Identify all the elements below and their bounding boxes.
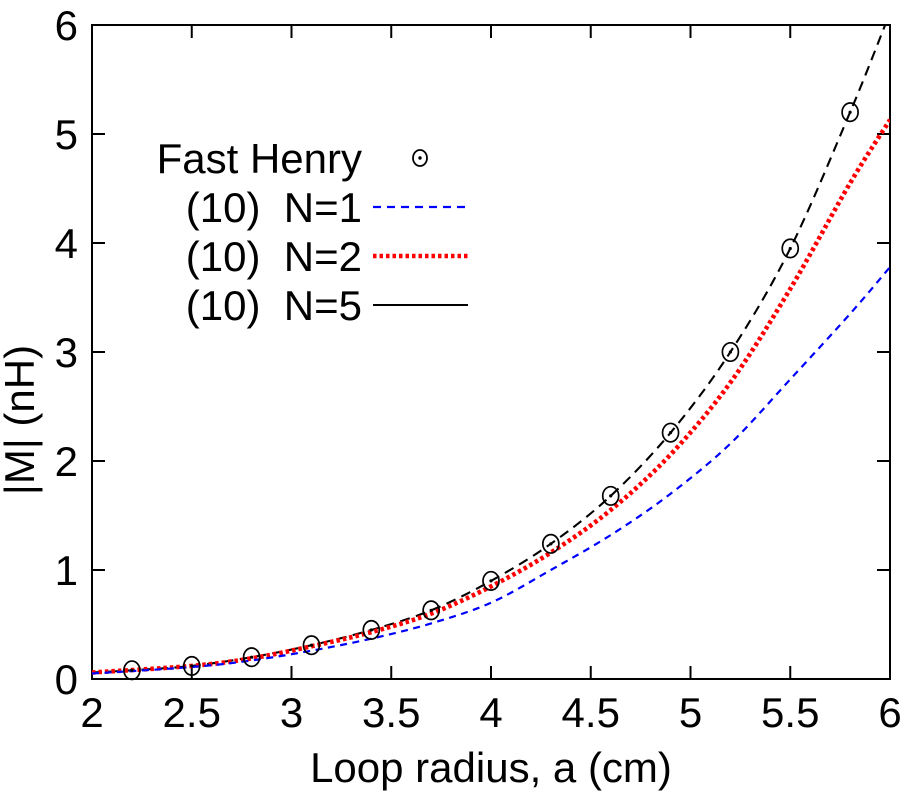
- fast-henry-point: [123, 660, 141, 681]
- x-tick-label: 4: [479, 689, 502, 736]
- fast-henry-point-center-dot: [429, 608, 433, 612]
- legend-circle-marker-icon: [412, 149, 428, 167]
- fast-henry-point: [721, 341, 740, 363]
- y-tick-labels: 0 1 2 3 4 5 6: [55, 2, 78, 703]
- curve-n5: [92, 25, 887, 674]
- y-tick-label: 3: [55, 329, 78, 376]
- x-tick-label: 6: [878, 689, 900, 736]
- fast-henry-point-center-dot: [788, 246, 792, 251]
- legend-circle-center-dot-icon: [418, 156, 422, 160]
- fast-henry-point: [541, 533, 560, 554]
- y-tick-label: 5: [55, 111, 78, 158]
- fast-henry-point-center-dot: [668, 431, 673, 435]
- axis-ticks: [91, 24, 891, 680]
- x-axis-title: Loop radius, a (cm): [310, 744, 672, 791]
- fast-henry-point-center-dot: [190, 664, 194, 668]
- y-tick-label: 4: [55, 220, 78, 267]
- curve-n2: [92, 118, 890, 675]
- legend-entry-n1: (10) N=1: [186, 184, 468, 231]
- fast-henry-point-center-dot: [369, 628, 373, 632]
- legend: Fast Henry (10) N=1 (10) N=2 (10) N=5: [157, 135, 468, 329]
- y-tick-label: 1: [55, 547, 78, 594]
- legend-label-fast-henry: Fast Henry: [157, 135, 362, 182]
- legend-label-n1: (10) N=1: [186, 184, 362, 231]
- fast-henry-point: [781, 238, 800, 259]
- data-curves: [92, 25, 890, 675]
- fast-henry-point: [182, 655, 201, 676]
- legend-label-n2: (10) N=2: [186, 233, 362, 280]
- data-markers: [123, 102, 859, 681]
- legend-entry-n2: (10) N=2: [186, 233, 468, 280]
- y-tick-label: 2: [55, 438, 78, 485]
- y-tick-label: 6: [55, 2, 78, 49]
- fast-henry-point: [422, 600, 440, 621]
- x-tick-label: 2: [80, 689, 103, 736]
- x-tick-label: 3: [280, 689, 303, 736]
- legend-label-n5: (10) N=5: [186, 282, 362, 329]
- legend-entry-n5: (10) N=5: [186, 282, 468, 329]
- fast-henry-point-center-dot: [848, 110, 852, 114]
- fast-henry-point: [242, 647, 261, 668]
- fast-henry-point: [661, 422, 680, 443]
- x-tick-label: 4.5: [562, 689, 620, 736]
- fast-henry-point-center-dot: [250, 655, 254, 659]
- fast-henry-point-center-dot: [549, 542, 553, 546]
- fast-henry-point-center-dot: [130, 668, 134, 672]
- x-tick-label: 5.5: [761, 689, 819, 736]
- x-tick-label: 5: [679, 689, 702, 736]
- fast-henry-point-center-dot: [609, 494, 613, 498]
- fast-henry-point: [482, 570, 500, 591]
- fast-henry-point: [841, 102, 859, 123]
- y-tick-label: 0: [55, 656, 78, 703]
- x-tick-label: 2.5: [163, 689, 221, 736]
- x-tick-labels: 2 2.5 3 3.5 4 4.5 5 5.5 6: [80, 689, 900, 736]
- fast-henry-point: [362, 619, 381, 640]
- y-axis-title: |M| (nH): [0, 345, 43, 495]
- fast-henry-point-center-dot: [489, 579, 493, 583]
- fast-henry-point-center-dot: [309, 643, 314, 647]
- fast-henry-point-center-dot: [728, 350, 733, 354]
- curve-n1: [92, 266, 890, 675]
- legend-entry-fast-henry: Fast Henry: [157, 135, 428, 182]
- x-tick-label: 3.5: [362, 689, 420, 736]
- fast-henry-point: [601, 485, 620, 506]
- fast-henry-point: [302, 635, 321, 656]
